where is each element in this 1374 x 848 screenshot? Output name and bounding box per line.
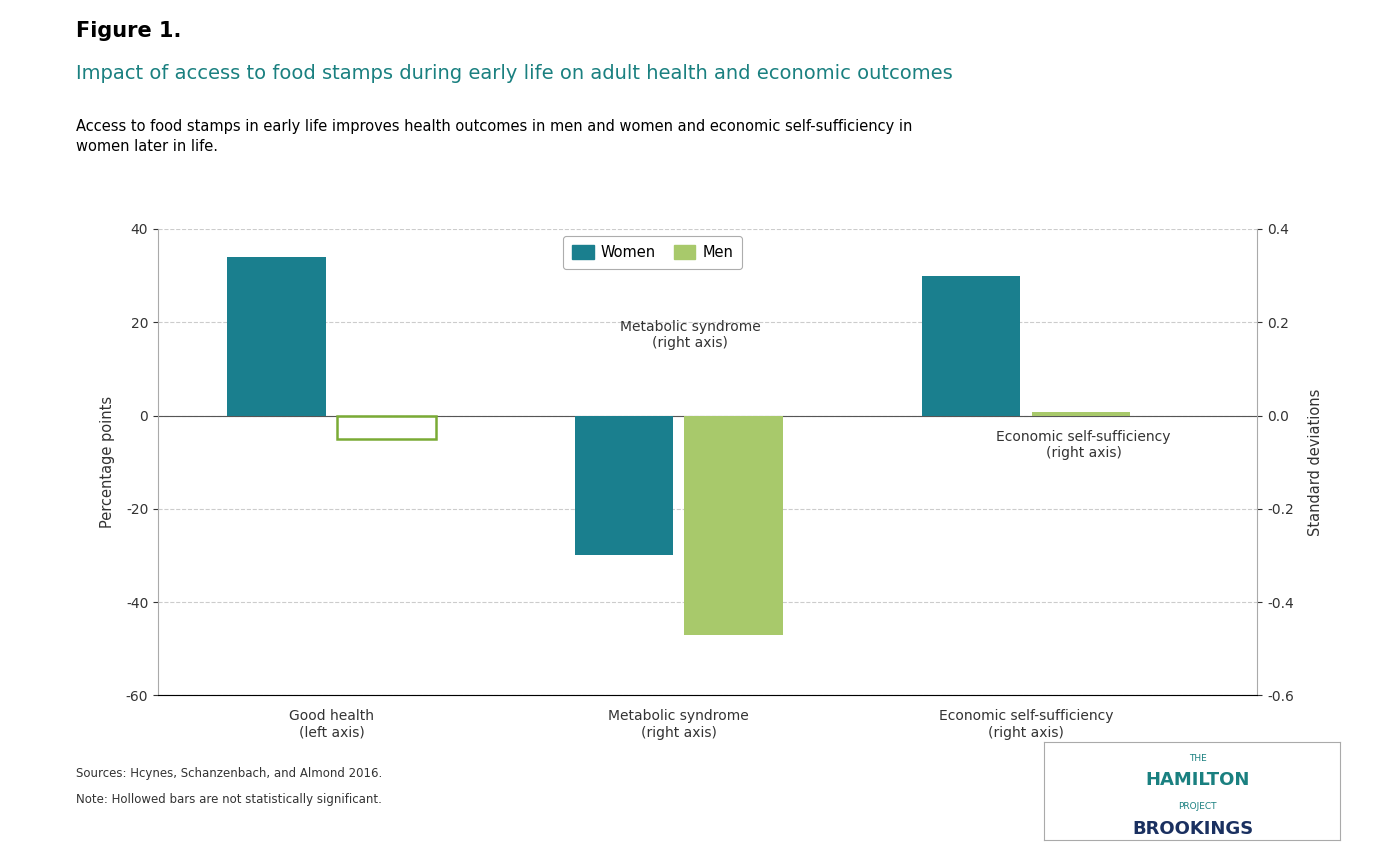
Text: Metabolic syndrome
(right axis): Metabolic syndrome (right axis) <box>620 320 761 350</box>
Text: Economic self-sufficiency
(right axis): Economic self-sufficiency (right axis) <box>996 430 1171 460</box>
Text: BROOKINGS: BROOKINGS <box>1132 820 1253 838</box>
Y-axis label: Percentage points: Percentage points <box>100 396 114 528</box>
Legend: Women, Men: Women, Men <box>563 237 742 269</box>
Text: Metabolic syndrome
(right axis): Metabolic syndrome (right axis) <box>609 709 749 739</box>
Bar <box>228 257 326 416</box>
Text: Good health
(left axis): Good health (left axis) <box>289 709 374 739</box>
Bar <box>574 416 673 555</box>
Bar <box>684 416 783 634</box>
Text: Note: Hollowed bars are not statistically significant.: Note: Hollowed bars are not statisticall… <box>76 793 382 806</box>
Text: Access to food stamps in early life improves health outcomes in men and women an: Access to food stamps in early life impr… <box>76 119 912 153</box>
Bar <box>338 416 436 439</box>
Y-axis label: Standard deviations: Standard deviations <box>1308 388 1323 536</box>
Bar <box>1032 412 1129 416</box>
Text: Impact of access to food stamps during early life on adult health and economic o: Impact of access to food stamps during e… <box>76 64 952 82</box>
Text: HAMILTON: HAMILTON <box>1146 772 1250 789</box>
Text: PROJECT: PROJECT <box>1179 802 1217 812</box>
Bar <box>922 276 1020 416</box>
Text: THE: THE <box>1189 754 1206 762</box>
Text: Figure 1.: Figure 1. <box>76 21 181 42</box>
Text: Sources: Hcynes, Schanzenbach, and Almond 2016.: Sources: Hcynes, Schanzenbach, and Almon… <box>76 767 382 780</box>
Text: Economic self-sufficiency
(right axis): Economic self-sufficiency (right axis) <box>938 709 1113 739</box>
